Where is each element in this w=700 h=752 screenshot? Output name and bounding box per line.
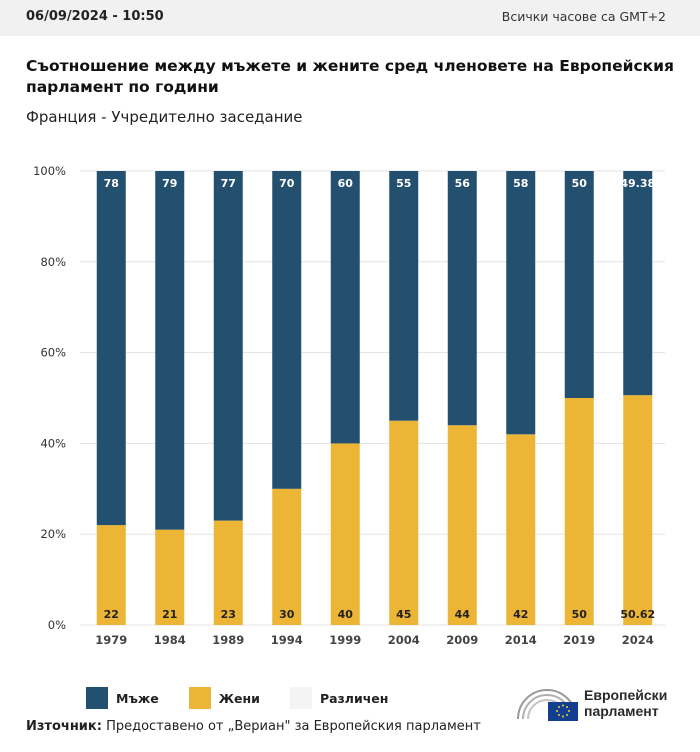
legend-item-women: Жени [188, 687, 260, 709]
data-label-men: 58 [513, 177, 528, 190]
bar-women-1999 [330, 443, 360, 625]
bar-women-2009 [447, 425, 477, 625]
chart-subtitle: Франция - Учредително заседание [26, 108, 303, 126]
data-label-men: 77 [221, 177, 236, 190]
source-text: Предоставено от „Вериан" за Европейския … [106, 719, 481, 734]
x-tick-label: 2024 [622, 633, 654, 647]
bar-women-1989 [213, 520, 243, 625]
data-label-women: 40 [338, 608, 354, 621]
legend: Мъже Жени Различен [86, 687, 418, 709]
x-tick-label: 2014 [505, 633, 537, 647]
bar-men-1994 [272, 171, 302, 489]
bar-women-1994 [272, 488, 302, 625]
data-label-women: 50 [572, 608, 588, 621]
bar-women-2004 [389, 420, 419, 625]
y-tick-label: 100% [33, 164, 66, 178]
x-tick-label: 1989 [212, 633, 244, 647]
legend-label-women: Жени [218, 690, 260, 706]
data-label-women: 44 [455, 608, 471, 621]
x-tick-label: 1979 [95, 633, 127, 647]
data-label-men: 60 [338, 177, 354, 190]
stacked-bar-chart: 0% 20% 40% 60% 80% 100% 78 22 1979 79 21 1984 77 23 19… [33, 164, 665, 647]
y-tick-label: 60% [40, 346, 66, 360]
data-label-women: 42 [513, 608, 528, 621]
logo-line-2: парламент [584, 703, 659, 719]
x-tick-label: 1999 [329, 633, 361, 647]
bar-men-2014 [506, 171, 536, 435]
x-tick-label: 2019 [563, 633, 595, 647]
x-tick-label: 1984 [154, 633, 186, 647]
bar-men-1979 [96, 171, 126, 526]
bar-women-1984 [155, 529, 185, 625]
source-note: Източник: Предоставено от „Вериан" за Ев… [26, 719, 481, 734]
bar-men-2024 [623, 171, 653, 396]
data-label-women: 21 [162, 608, 177, 621]
logo-line-1: Европейски [584, 687, 668, 703]
legend-swatch-men [86, 687, 108, 709]
data-label-women: 45 [396, 608, 411, 621]
data-label-women: 23 [221, 608, 236, 621]
source-label: Източник: [26, 719, 102, 734]
european-parliament-logo: Европейски парламент [514, 683, 667, 723]
data-label-men: 79 [162, 177, 177, 190]
bar-men-1999 [330, 171, 360, 444]
data-label-men: 56 [455, 177, 471, 190]
x-tick-label: 2004 [388, 633, 420, 647]
bar-women-2019 [564, 398, 594, 625]
bar-men-1989 [213, 171, 243, 521]
bar-women-2024 [623, 395, 653, 625]
data-label-men: 49.38 [620, 177, 655, 190]
bar-men-2004 [389, 171, 419, 421]
data-label-women: 50.62 [620, 608, 655, 621]
chart-title: Съотношение между мъжете и жените сред ч… [26, 57, 674, 96]
bar-women-1979 [96, 525, 126, 625]
date-stamp: 06/09/2024 - 10:50 [26, 9, 164, 24]
legend-label-other: Различен [319, 690, 389, 706]
y-tick-label: 0% [48, 618, 66, 632]
bar-men-1984 [155, 171, 185, 530]
top-bar: 06/09/2024 - 10:50 Всички часове са GMT+… [0, 0, 700, 36]
bar-women-2014 [506, 434, 536, 625]
timezone-note: Всички часове са GMT+2 [501, 9, 666, 24]
bar-men-2019 [564, 171, 594, 398]
bar-men-2009 [447, 171, 477, 426]
x-tick-label: 2009 [446, 633, 478, 647]
legend-item-men: Мъже [86, 687, 159, 709]
data-label-men: 50 [572, 177, 588, 190]
parliament-emblem-icon [517, 689, 578, 721]
data-label-men: 78 [104, 177, 119, 190]
x-tick-label: 1994 [271, 633, 303, 647]
data-label-women: 30 [279, 608, 295, 621]
y-tick-label: 40% [40, 436, 66, 450]
y-tick-label: 20% [40, 527, 66, 541]
y-tick-label: 80% [40, 255, 66, 269]
data-label-men: 70 [279, 177, 295, 190]
legend-swatch-other [289, 687, 312, 709]
legend-label-men: Мъже [116, 690, 159, 706]
data-label-women: 22 [104, 608, 119, 621]
legend-swatch-women [188, 687, 211, 709]
data-label-men: 55 [396, 177, 411, 190]
legend-item-other: Различен [289, 687, 389, 709]
logo-text: Европейски парламент [584, 687, 667, 719]
